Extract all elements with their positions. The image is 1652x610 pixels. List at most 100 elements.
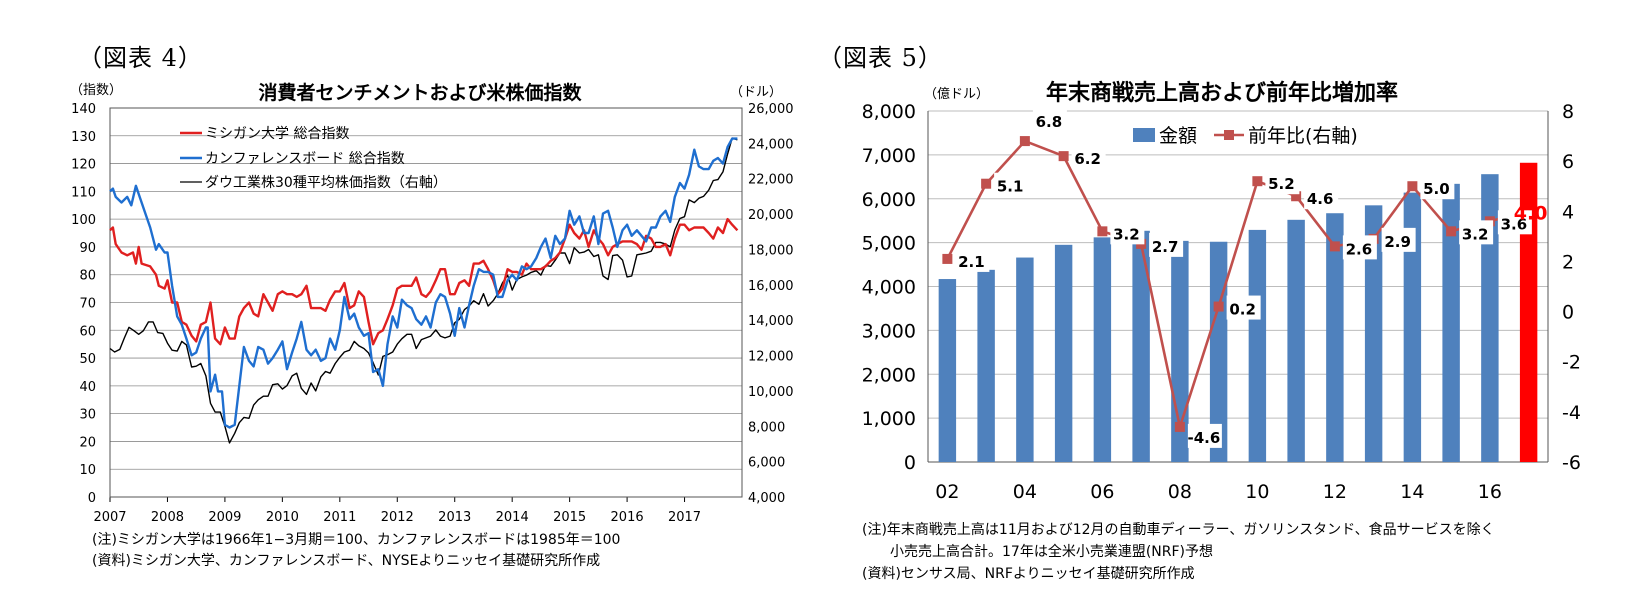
chart1-legend-label-0: ミシガン大学 総合指数 <box>205 126 349 142</box>
chart2-yleft-tick: 1,000 <box>862 408 916 430</box>
chart1-series-line-2 <box>109 137 738 444</box>
chart2-bar <box>1248 229 1267 462</box>
chart1-xtick-label: 2008 <box>151 510 184 525</box>
chart1-xtick-label: 2009 <box>208 510 241 525</box>
chart2-xtick-label: 16 <box>1478 481 1502 503</box>
chart2-yleft-tick: 6,000 <box>862 189 916 211</box>
chart2-yoy-marker <box>981 178 992 189</box>
chart2-yoy-marker <box>1019 136 1030 147</box>
chart1-legend-label-2: ダウ工業株30種平均株価指数（右軸） <box>205 175 447 191</box>
chart1-yleft-tick: 10 <box>79 463 96 478</box>
chart1: 0 10 20 30 40 50 60 70 80 90 100 110 120 130 140 4,000 6… <box>70 81 794 525</box>
chart1-yright-tick: 4,000 <box>748 491 785 506</box>
chart1-yleft-tick: 120 <box>71 158 96 173</box>
chart2-bar <box>1326 213 1344 462</box>
chart1-xtick-label: 2017 <box>668 510 701 525</box>
chart2-yright-tick: 8 <box>1562 101 1574 123</box>
chart2-data-label-bg <box>1032 108 1067 133</box>
chart1-yright-tick: 10,000 <box>748 385 794 400</box>
figure5-note-3: (資料)センサス局、NRFよりニッセイ基礎研究所作成 <box>862 566 1195 582</box>
chart2-data-label: 3.2 <box>1113 225 1140 243</box>
chart1-xtick-label: 2010 <box>266 510 299 525</box>
chart2-data-label: 2.7 <box>1152 238 1179 256</box>
chart1-series-line-1 <box>109 137 738 429</box>
chart2-data-label-bg <box>994 172 1029 197</box>
chart2-data-label-bg <box>1265 170 1300 195</box>
chart2-yright-tick: -4 <box>1562 402 1581 424</box>
chart2-data-label: 3.2 <box>1462 225 1489 243</box>
figure4-note-2: (資料)ミシガン大学、カンファレンスボード、NYSEよりニッセイ基礎研究所作成 <box>92 553 601 569</box>
chart2-yoy-marker <box>1446 226 1457 237</box>
chart2-yoy-marker <box>1058 151 1069 162</box>
chart2-data-label-bg <box>955 247 990 272</box>
chart2-data-label: 2.1 <box>958 253 985 271</box>
chart2-legend-swatch-marker <box>1224 130 1234 140</box>
chart2-bar <box>977 269 995 462</box>
chart2-xtick-label: 02 <box>935 481 959 503</box>
chart2-data-label-bg <box>1149 232 1184 257</box>
chart1-xtick-label: 2007 <box>93 510 126 525</box>
chart2-yoy-marker <box>1097 226 1108 237</box>
chart2-xtick-label: 14 <box>1400 481 1424 503</box>
figure5-note-2: 小売売上高合計。17年は全米小売業連盟(NRF)予想 <box>862 544 1213 560</box>
chart1-yleft-tick: 110 <box>71 185 96 200</box>
chart2-bar <box>1132 230 1150 462</box>
chart2-yleft-label: （億ドル） <box>924 86 989 102</box>
chart2-legend-label-bar: 金額 <box>1159 125 1197 147</box>
chart2-data-label: 2.6 <box>1346 240 1373 258</box>
chart2-legend-label-line: 前年比(右軸) <box>1248 125 1358 147</box>
chart1-series-line-0 <box>109 217 739 346</box>
chart2-yleft-tick: 7,000 <box>862 145 916 167</box>
chart1-yright-tick: 18,000 <box>748 243 794 258</box>
chart2-yleft-tick: 3,000 <box>862 320 916 342</box>
chart2-legend-swatch-bar <box>1133 128 1155 142</box>
chart2-data-label: 5.2 <box>1268 175 1295 193</box>
chart1-yleft-label: （指数） <box>70 83 122 98</box>
chart2-data-label: 3.6 <box>1501 215 1528 233</box>
chart2-yright-tick: 0 <box>1562 302 1574 324</box>
chart1-yright-tick: 12,000 <box>748 350 794 365</box>
chart1-yleft-tick: 140 <box>71 102 96 117</box>
chart2-yoy-line <box>946 139 1529 429</box>
chart1-yright-tick: 8,000 <box>748 420 785 435</box>
chart2-data-label-bg <box>1497 210 1532 235</box>
chart2-xtick-label: 08 <box>1168 481 1192 503</box>
chart2-yoy-marker <box>1174 421 1185 432</box>
chart2-data-label-bg <box>1342 235 1377 260</box>
chart1-yleft-tick: 0 <box>88 491 96 506</box>
chart2-yright-tick: 2 <box>1562 251 1574 273</box>
chart1-yleft-tick: 60 <box>79 324 96 339</box>
chart1-yleft-tick: 100 <box>71 213 96 228</box>
figure4-note-1: (注)ミシガン大学は1966年1−3月期＝100、カンファレンスボードは1985… <box>92 532 621 548</box>
chart2-data-label-bg <box>1110 220 1145 245</box>
chart1-yright-tick: 6,000 <box>748 456 785 471</box>
chart2-data-label: -4.6 <box>1187 429 1220 447</box>
chart2-yright-tick: -2 <box>1562 352 1581 374</box>
figure5-label: （図表 5） <box>818 44 943 72</box>
chart2-data-label: 6.2 <box>1074 150 1101 168</box>
chart2-bar <box>1364 205 1383 463</box>
chart2-data-label-bg <box>1226 295 1261 320</box>
figure5-note-1: (注)年末商戦売上高は11月および12月の自動車ディーラー、ガソリンスタンド、食… <box>862 522 1495 538</box>
chart2-yoy-marker <box>942 253 953 264</box>
chart1-yright-tick: 22,000 <box>748 173 794 188</box>
chart1-yright-label: （ドル） <box>730 85 782 100</box>
chart2-data-label: 5.1 <box>997 178 1024 196</box>
chart1-yright-tick: 20,000 <box>748 208 794 223</box>
chart2-data-label: 5.0 <box>1423 180 1450 198</box>
chart2-yleft-tick: 5,000 <box>862 233 916 255</box>
chart2-data-label: 2.9 <box>1384 233 1411 251</box>
chart1-yleft-tick: 50 <box>79 352 96 367</box>
chart2-bar <box>1519 162 1538 462</box>
chart2-yleft-tick: 8,000 <box>862 101 916 123</box>
chart2-data-label: 4.6 <box>1307 190 1334 208</box>
chart2-data-label-bg <box>1459 220 1494 245</box>
chart2-yleft-tick: 0 <box>904 452 916 474</box>
chart2-xtick-label: 12 <box>1323 481 1347 503</box>
chart1-xtick-label: 2012 <box>381 510 414 525</box>
chart1-xtick-label: 2014 <box>496 510 529 525</box>
chart2-bar <box>1403 192 1422 463</box>
chart1-yleft-tick: 30 <box>79 408 96 423</box>
chart2-yright-tick: -6 <box>1562 452 1581 474</box>
